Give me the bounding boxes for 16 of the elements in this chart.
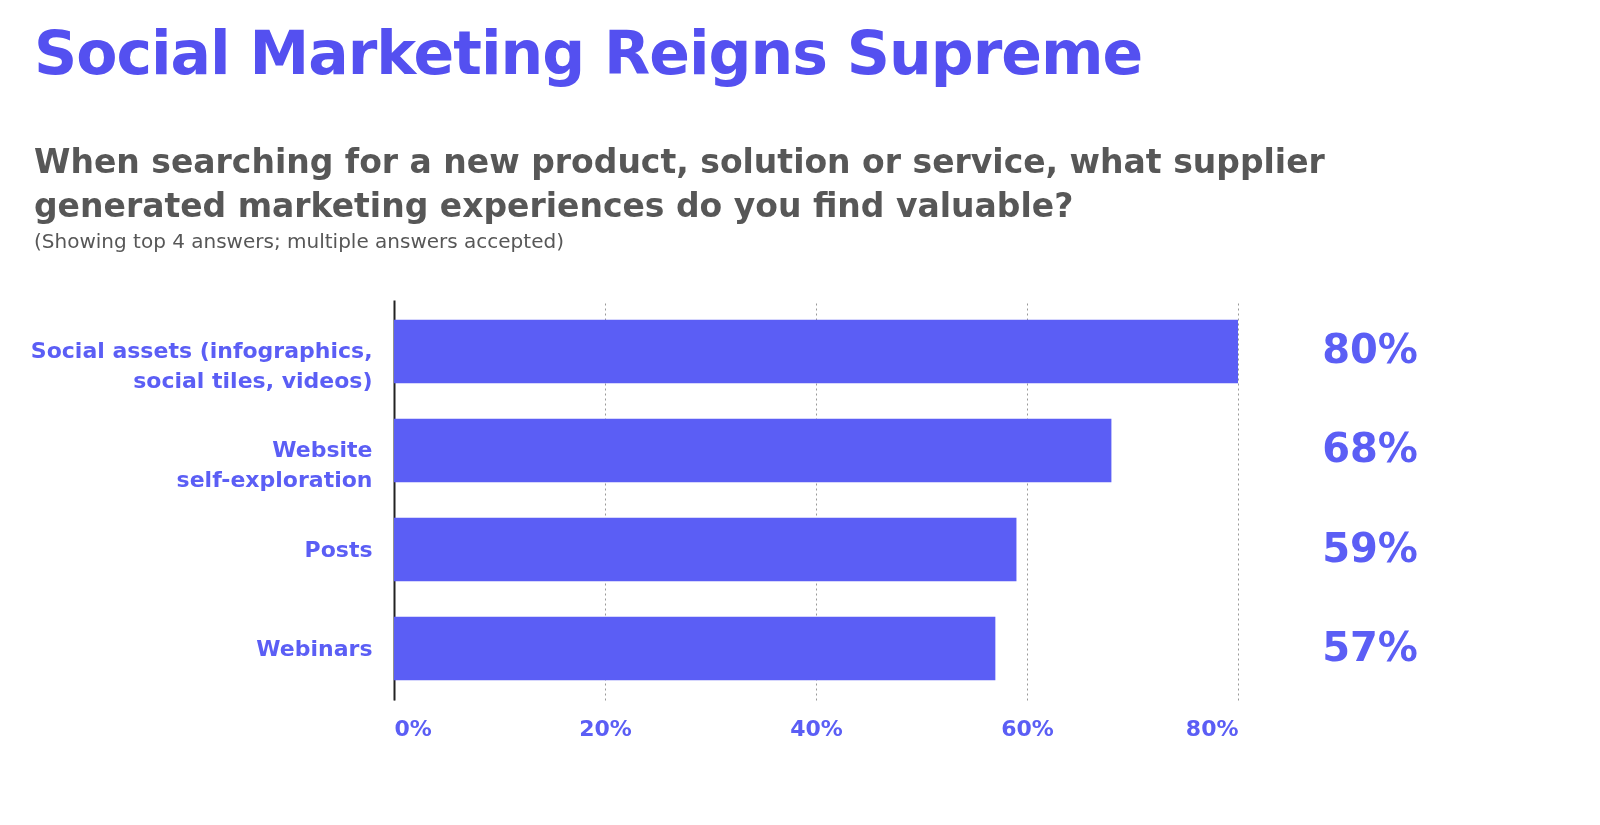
x-tick-label: 60%	[1001, 715, 1054, 741]
x-tick-label: 80%	[1185, 715, 1239, 741]
data-label: 57%	[1322, 623, 1418, 670]
data-label: 59%	[1322, 524, 1418, 571]
x-tick-label: 20%	[579, 715, 632, 741]
y-tick-label: Website self-exploration	[176, 437, 373, 493]
y-tick-label: Posts	[304, 536, 373, 562]
data-label: 80%	[1322, 326, 1418, 373]
text: (Showing top 4 answers; multiple answers accepted)	[34, 229, 564, 253]
y-tick-label: Social assets (infographics, social tiles, videos)	[30, 338, 373, 394]
x-tick-label: 0%	[394, 715, 432, 741]
y-tick-label: Webinars	[256, 635, 373, 661]
x-tick-label: 40%	[790, 715, 843, 741]
chart-subtitle: When searching for a new product, solution or service, what supplier generated marketing experiences do you find valuable?	[34, 141, 1326, 227]
chart-title: Social Marketing Reigns Supreme	[34, 18, 1143, 88]
data-label: 68%	[1322, 425, 1418, 472]
